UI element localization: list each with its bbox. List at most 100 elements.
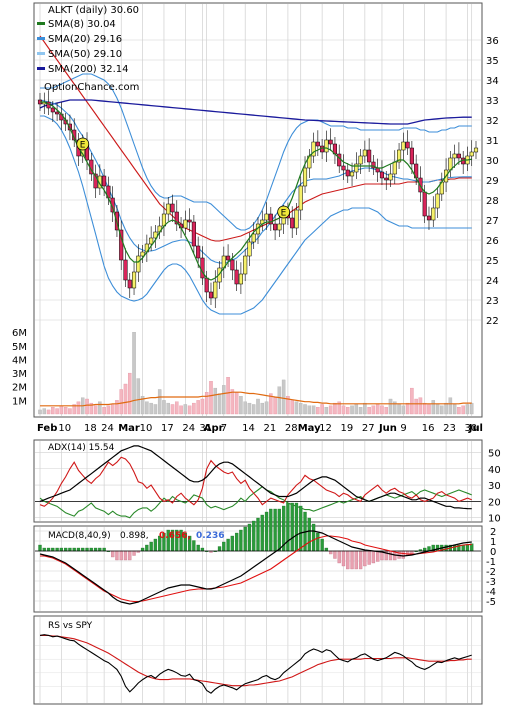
volume-bar	[375, 404, 380, 415]
volume-bar	[388, 398, 393, 415]
macd-histogram-value: 0.236	[196, 531, 224, 541]
x-tick-label: 12	[319, 423, 332, 434]
macd-histogram-bar	[376, 550, 380, 562]
volume-bar	[204, 392, 209, 415]
macd-histogram-bar	[196, 544, 200, 552]
volume-bar	[316, 407, 320, 415]
y-tick-label: 25	[486, 256, 499, 267]
candle	[367, 149, 372, 163]
sma20-line	[39, 99, 472, 264]
volume-bar	[196, 400, 200, 415]
macd-histogram-bar	[200, 547, 205, 552]
macd-histogram-bar	[132, 550, 136, 556]
volume-bar	[290, 400, 294, 415]
adx-tick-label: 50	[488, 448, 501, 459]
rs-panel	[33, 615, 483, 705]
candle	[324, 139, 329, 153]
macd-histogram-bar	[119, 550, 123, 561]
macd-histogram-bar	[333, 550, 337, 559]
legend-entry: SMA(8) 30.04	[48, 19, 116, 30]
volume-bar	[149, 402, 153, 415]
volume-tick-label: 3M	[12, 369, 27, 380]
volume-bar	[68, 408, 72, 415]
volume-bar	[200, 398, 205, 415]
adx-tick-label: 30	[488, 481, 501, 492]
macd-signal-line	[40, 535, 472, 603]
earnings-marker-label: E	[80, 141, 86, 151]
volume-bar	[358, 407, 363, 415]
watermark: OptionChance.com	[44, 82, 139, 93]
macd-line	[39, 530, 472, 605]
candle	[341, 165, 346, 171]
macd-histogram-bar	[329, 550, 333, 555]
candle	[349, 171, 355, 177]
y-tick-label: 32	[486, 116, 499, 127]
macd-histogram-bar	[234, 532, 239, 552]
macd-histogram-bar	[269, 508, 273, 552]
candle	[213, 281, 218, 299]
x-tick-label: 24	[101, 423, 114, 434]
macd-histogram-bar	[46, 547, 51, 552]
volume-bar	[431, 400, 436, 415]
macd-histogram-bar	[367, 550, 371, 565]
x-tick-label: Jul	[468, 423, 483, 434]
volume-bar	[59, 405, 64, 415]
macd-histogram-bar	[51, 547, 55, 552]
volume-bar	[371, 405, 376, 415]
candle	[268, 213, 273, 225]
volume-bar	[209, 381, 213, 415]
volume-bar	[183, 404, 188, 415]
volume-bar	[457, 407, 461, 415]
volume-bar	[145, 401, 149, 415]
candle	[469, 151, 474, 157]
volume-bar	[192, 402, 196, 415]
volume-tick-label: 4M	[12, 355, 27, 366]
volume-bar	[273, 397, 277, 415]
volume-bar	[363, 402, 367, 415]
volume-bar	[119, 389, 123, 415]
candle	[247, 241, 252, 257]
candle	[226, 255, 231, 261]
y-tick-label: 24	[486, 276, 499, 287]
macd-histogram-bar	[307, 517, 311, 552]
macd-value: 0.898,	[120, 531, 149, 541]
volume-bar	[414, 398, 418, 415]
volume-bar	[72, 404, 76, 415]
volume-bar	[269, 393, 273, 415]
volume-bar	[264, 401, 269, 415]
legend-swatch	[37, 22, 45, 25]
volume-bar	[341, 405, 346, 415]
legend-entry: SMA(200) 32.14	[48, 64, 129, 75]
macd-histogram-bar	[243, 526, 247, 552]
macd-histogram-bar	[72, 547, 76, 552]
macd-tick-label: 2	[490, 527, 496, 538]
volume-bar	[123, 383, 128, 415]
candle	[358, 155, 363, 165]
candle	[405, 141, 410, 149]
candle	[204, 277, 209, 293]
macd-tick-label: 0	[490, 547, 496, 558]
adx-tick-label: 10	[488, 514, 501, 525]
macd-histogram-bar	[217, 546, 222, 552]
macd-histogram-bar	[222, 541, 226, 552]
macd-histogram-bar	[42, 547, 46, 552]
volume-bar	[452, 404, 457, 415]
macd-histogram-bar	[256, 517, 260, 552]
candle	[302, 167, 308, 187]
macd-histogram-bar	[358, 550, 363, 570]
macd-histogram-bar	[388, 550, 393, 561]
macd-histogram-bar	[294, 502, 299, 552]
x-tick-label: 28	[285, 423, 298, 434]
macd-histogram-bar	[81, 547, 85, 552]
x-tick-label: 18	[84, 423, 97, 434]
macd-histogram-bar	[350, 550, 354, 570]
candle	[187, 219, 192, 223]
y-tick-label: 31	[486, 136, 499, 147]
legend-entry: SMA(20) 29.16	[48, 34, 122, 45]
volume-bar	[311, 405, 316, 415]
macd-histogram-bar	[277, 508, 282, 552]
macd-histogram-bar	[324, 547, 329, 552]
x-tick-label: 17	[161, 423, 174, 434]
